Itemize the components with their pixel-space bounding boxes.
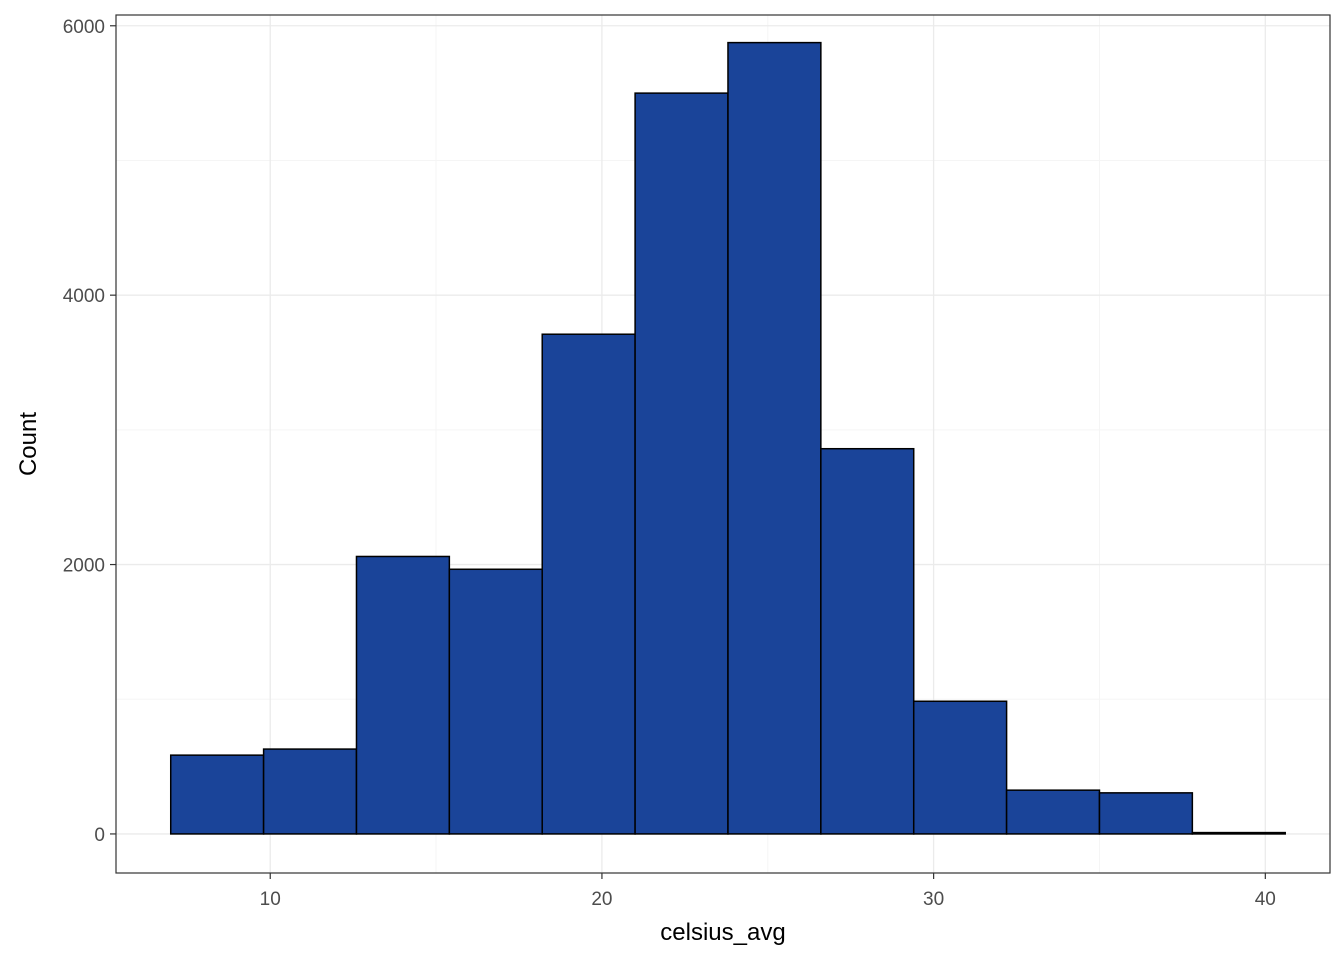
histogram-bar [169,754,265,835]
x-axis-title: celsius_avg [660,919,785,946]
y-tick-label: 4000 [63,286,105,307]
y-axis: 0 2000 4000 6000 [63,17,116,846]
histogram-bar [1191,831,1286,835]
histogram-bar [1005,789,1101,835]
x-axis: 10 20 30 40 [260,873,1276,910]
histogram-bar [1098,792,1194,835]
y-tick-label: 0 [94,825,105,846]
x-tick-label: 20 [591,889,612,910]
histogram-bars [169,41,1286,835]
histogram-bar [634,92,729,835]
y-tick-label: 2000 [63,556,105,577]
y-tick-label: 6000 [63,17,105,38]
histogram-bar [727,41,822,835]
x-tick-label: 30 [923,889,944,910]
histogram-bar [820,447,915,835]
x-tick-label: 10 [260,889,281,910]
histogram-bar [448,568,543,835]
y-axis-title: Count [15,412,42,476]
histogram-bar [262,748,358,835]
panel-border [115,14,1331,874]
histogram-bar [912,700,1008,835]
histogram-bar [541,333,636,835]
histogram-bar [355,555,451,835]
x-tick-label: 40 [1255,889,1276,910]
